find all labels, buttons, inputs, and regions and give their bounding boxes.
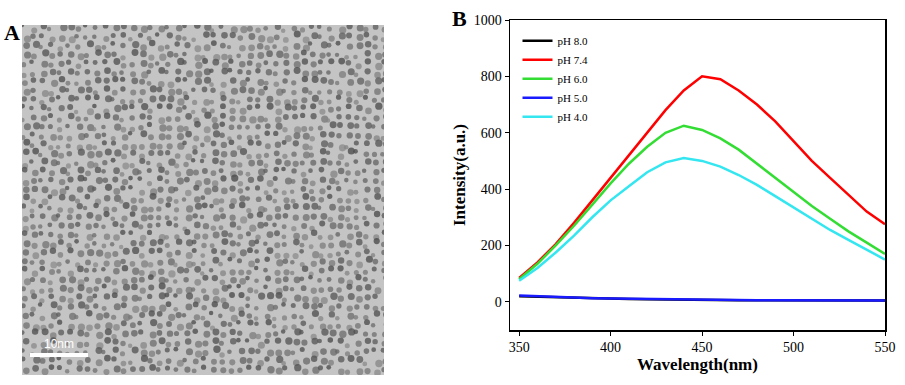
svg-text:350: 350 (509, 340, 530, 355)
svg-text:500: 500 (783, 340, 804, 355)
svg-text:400: 400 (600, 340, 621, 355)
svg-text:Intensity(a.u.): Intensity(a.u.) (450, 124, 469, 226)
svg-text:pH 6.0: pH 6.0 (558, 73, 588, 85)
svg-text:pH 5.0: pH 5.0 (558, 92, 588, 104)
svg-text:600: 600 (481, 126, 502, 141)
svg-text:Wavelength(nm): Wavelength(nm) (637, 355, 758, 374)
svg-text:200: 200 (481, 238, 502, 253)
svg-text:pH 4.0: pH 4.0 (558, 111, 588, 123)
svg-text:pH 7.4: pH 7.4 (558, 54, 588, 66)
svg-text:550: 550 (875, 340, 896, 355)
svg-text:800: 800 (481, 69, 502, 84)
svg-text:pH 8.0: pH 8.0 (558, 35, 588, 47)
svg-text:0: 0 (495, 295, 502, 310)
html-text:A: A (4, 20, 20, 45)
svg-text:1000: 1000 (474, 13, 502, 28)
svg-text:10nm: 10nm (44, 337, 74, 351)
html-text:B: B (452, 6, 467, 31)
svg-text:400: 400 (481, 182, 502, 197)
svg-text:450: 450 (692, 340, 713, 355)
